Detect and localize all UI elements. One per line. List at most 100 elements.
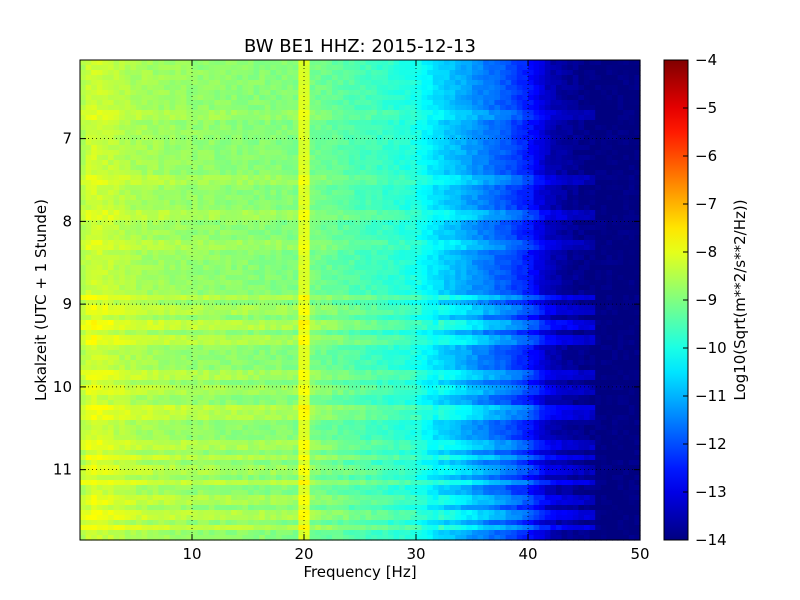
heatmap-cell [550,105,557,111]
heatmap-cell [281,95,288,101]
heatmap-cell [236,205,243,211]
heatmap-cell [242,125,249,131]
heatmap-cell [141,280,148,286]
heatmap-cell [600,145,607,151]
heatmap-cell [309,300,316,306]
heatmap-cell [488,275,495,281]
heatmap-cell [500,130,507,136]
heatmap-cell [416,200,423,206]
heatmap-cell [572,170,579,176]
heatmap-cell [315,245,322,251]
heatmap-cell [292,115,299,121]
heatmap-cell [169,135,176,141]
heatmap-cell [309,65,316,71]
heatmap-cell [533,150,540,156]
heatmap-cell [544,200,551,206]
heatmap-cell [595,65,602,71]
heatmap-cell [348,130,355,136]
heatmap-cell [326,175,333,181]
heatmap-cell [102,125,109,131]
heatmap-cell [617,175,624,181]
heatmap-cell [136,80,143,86]
heatmap-cell [584,270,591,276]
heatmap-cell [354,185,361,191]
heatmap-cell [158,155,165,161]
heatmap-cell [606,200,613,206]
heatmap-cell [511,165,518,171]
heatmap-cell [298,205,305,211]
heatmap-cell [203,125,210,131]
heatmap-cell [544,215,551,221]
heatmap-cell [236,120,243,126]
heatmap-cell [438,245,445,251]
heatmap-cell [416,85,423,91]
heatmap-cell [556,120,563,126]
heatmap-cell [236,180,243,186]
heatmap-cell [584,125,591,131]
heatmap-cell [320,290,327,296]
heatmap-cell [522,130,529,136]
heatmap-cell [584,235,591,241]
heatmap-cell [572,120,579,126]
heatmap-cell [259,130,266,136]
heatmap-cell [158,195,165,201]
heatmap-cell [276,80,283,86]
heatmap-cell [113,100,120,106]
heatmap-cell [460,65,467,71]
heatmap-cell [152,110,159,116]
heatmap-cell [208,210,215,216]
heatmap-cell [281,225,288,231]
heatmap-cell [85,110,92,116]
heatmap-cell [421,170,428,176]
heatmap-cell [376,100,383,106]
heatmap-cell [488,60,495,66]
heatmap-cell [606,225,613,231]
heatmap-cell [393,110,400,116]
heatmap-cell [309,215,316,221]
heatmap-cell [578,70,585,76]
heatmap-cell [449,170,456,176]
heatmap-cell [91,295,98,301]
heatmap-cell [315,165,322,171]
heatmap-cell [600,95,607,101]
heatmap-cell [444,210,451,216]
heatmap-cell [572,260,579,266]
heatmap-cell [119,65,126,71]
heatmap-cell [337,300,344,306]
heatmap-cell [455,165,462,171]
heatmap-cell [466,265,473,271]
heatmap-cell [96,260,103,266]
heatmap-cell [236,270,243,276]
heatmap-cell [365,280,372,286]
heatmap-cell [85,215,92,221]
heatmap-cell [208,280,215,286]
heatmap-cell [326,215,333,221]
heatmap-cell [298,230,305,236]
heatmap-cell [152,275,159,281]
heatmap-cell [130,255,137,261]
heatmap-cell [539,185,546,191]
heatmap-cell [477,250,484,256]
heatmap-cell [186,270,193,276]
heatmap-cell [119,235,126,241]
heatmap-cell [477,165,484,171]
heatmap-cell [197,60,204,66]
heatmap-cell [304,150,311,156]
heatmap-cell [528,245,535,251]
heatmap-cell [203,300,210,306]
heatmap-cell [533,165,540,171]
heatmap-cell [376,155,383,161]
heatmap-cell [152,205,159,211]
heatmap-cell [584,145,591,151]
heatmap-cell [320,175,327,181]
heatmap-cell [225,285,232,291]
heatmap-cell [561,70,568,76]
heatmap-cell [544,290,551,296]
heatmap-cell [500,190,507,196]
heatmap-cell [500,125,507,131]
heatmap-cell [158,165,165,171]
heatmap-cell [511,285,518,291]
heatmap-cell [119,180,126,186]
heatmap-cell [595,200,602,206]
heatmap-cell [203,160,210,166]
